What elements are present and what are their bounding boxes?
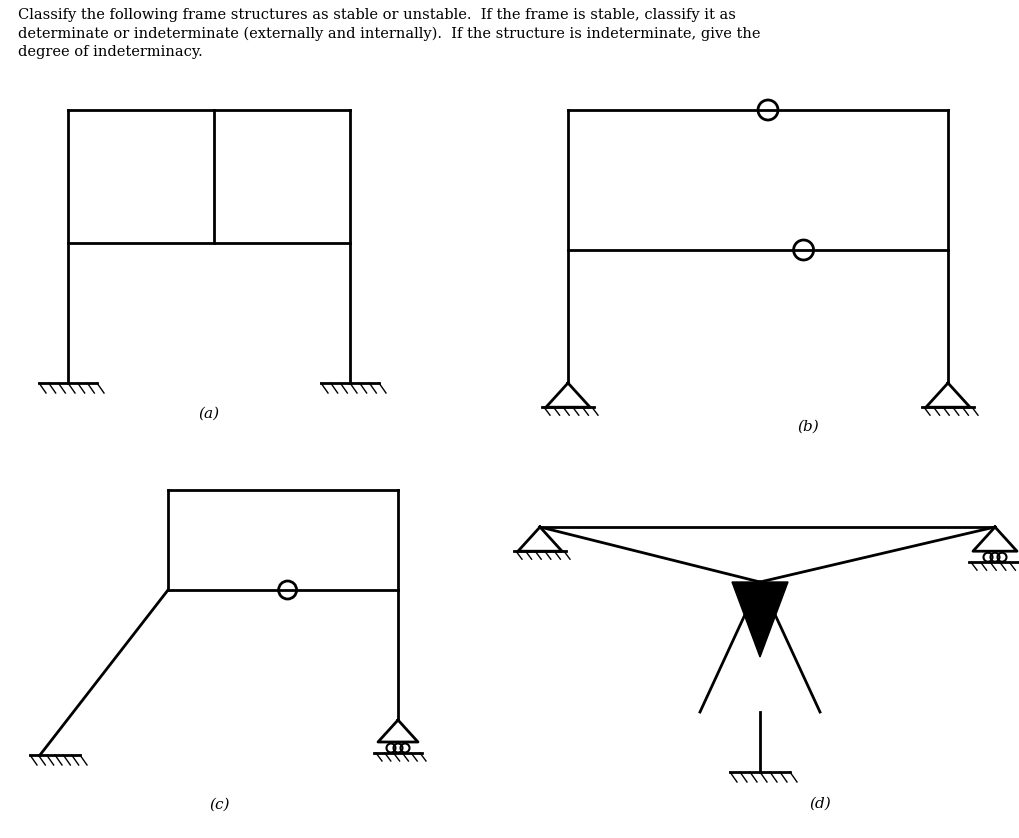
Polygon shape — [732, 582, 788, 657]
Text: (b): (b) — [797, 420, 819, 434]
Circle shape — [758, 100, 777, 120]
Text: (a): (a) — [199, 407, 219, 421]
Circle shape — [794, 240, 813, 260]
Text: Classify the following frame structures as stable or unstable.  If the frame is : Classify the following frame structures … — [18, 8, 760, 59]
Text: (d): (d) — [809, 797, 830, 811]
Circle shape — [278, 581, 297, 599]
Text: (c): (c) — [210, 798, 230, 812]
